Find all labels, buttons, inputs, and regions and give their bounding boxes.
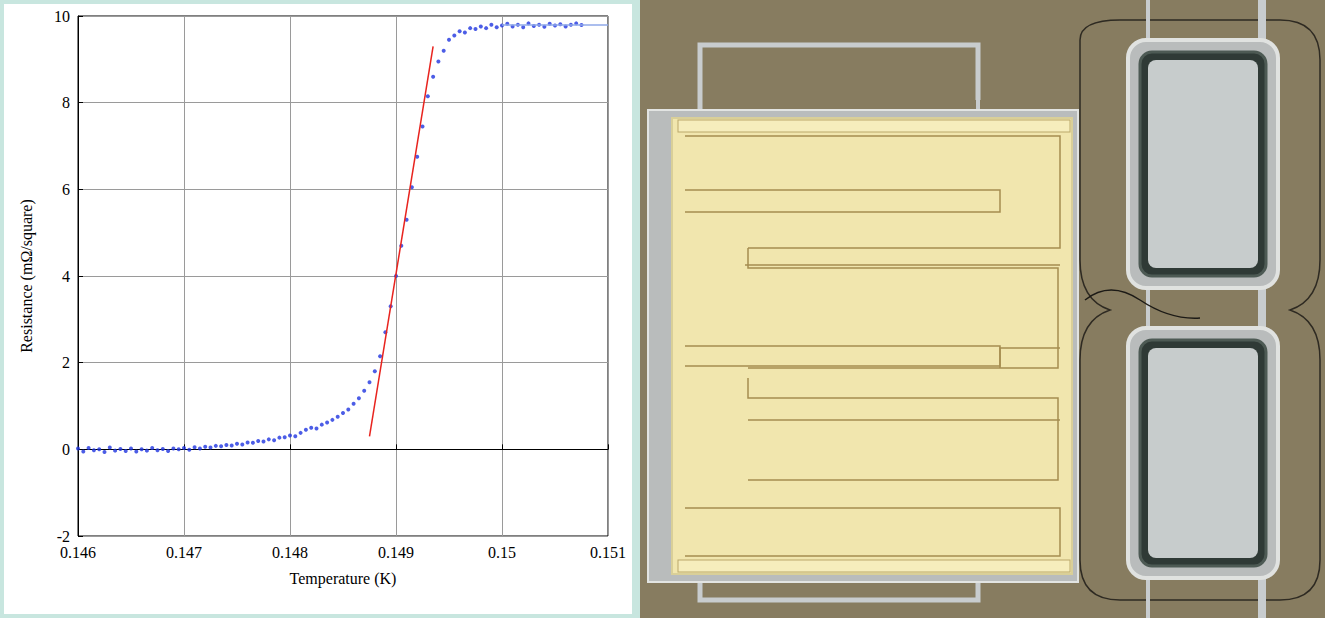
svg-text:0.147: 0.147 xyxy=(166,544,202,561)
svg-text:2: 2 xyxy=(62,354,70,371)
svg-text:6: 6 xyxy=(62,181,70,198)
svg-text:0.149: 0.149 xyxy=(378,544,414,561)
svg-text:Resistance (mΩ/square): Resistance (mΩ/square) xyxy=(18,199,36,353)
svg-text:Temperature (K): Temperature (K) xyxy=(290,570,397,588)
svg-text:4: 4 xyxy=(62,268,70,285)
svg-text:0: 0 xyxy=(62,441,70,458)
svg-text:0.146: 0.146 xyxy=(60,544,96,561)
svg-text:0.148: 0.148 xyxy=(272,544,308,561)
svg-text:8: 8 xyxy=(62,94,70,111)
svg-text:0.151: 0.151 xyxy=(590,544,626,561)
svg-text:-2: -2 xyxy=(57,528,70,545)
svg-text:10: 10 xyxy=(54,8,70,25)
svg-text:0.15: 0.15 xyxy=(488,544,516,561)
